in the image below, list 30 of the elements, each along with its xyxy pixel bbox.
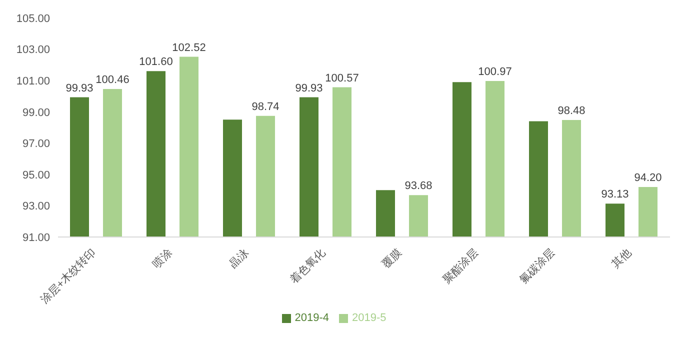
data-label: 93.13: [601, 188, 629, 201]
x-tick-label: 其他: [609, 246, 634, 271]
data-label: 98.74: [252, 100, 280, 113]
x-tick-label: 晶泳: [226, 246, 252, 271]
y-tick-label: 95.00: [22, 169, 50, 182]
y-tick-label: 105.00: [16, 12, 50, 25]
y-tick-label: 103.00: [16, 44, 50, 56]
data-label: 93.68: [404, 180, 432, 192]
data-label: 102.52: [172, 42, 206, 54]
x-tick-label: 聚酯涂层: [441, 246, 481, 286]
legend-label: 2019-5: [352, 312, 386, 324]
data-label: 100.57: [325, 72, 359, 84]
y-tick-label: 91.00: [22, 232, 50, 244]
x-tick-label: 着色氧化: [288, 246, 328, 286]
y-tick-label: 97.00: [22, 138, 50, 150]
x-tick-label: 覆膜: [380, 246, 404, 271]
legend-label: 2019-4: [294, 312, 329, 324]
y-tick-label: 93.00: [22, 200, 50, 213]
data-label: 94.20: [634, 172, 662, 184]
data-label: 100.97: [478, 66, 512, 78]
data-label: 98.48: [558, 104, 586, 117]
data-label: 101.60: [139, 56, 173, 68]
data-label: 99.93: [66, 82, 94, 94]
y-tick-label: 101.00: [16, 75, 50, 88]
x-tick-label: 氟碳涂层: [518, 246, 558, 286]
x-tick-label: 喷涂: [150, 246, 175, 271]
y-tick-label: 99.00: [22, 106, 50, 119]
x-tick-label: 涂层+木纹转印: [38, 246, 98, 306]
data-label: 99.93: [295, 82, 323, 94]
data-label: 100.46: [96, 74, 130, 86]
